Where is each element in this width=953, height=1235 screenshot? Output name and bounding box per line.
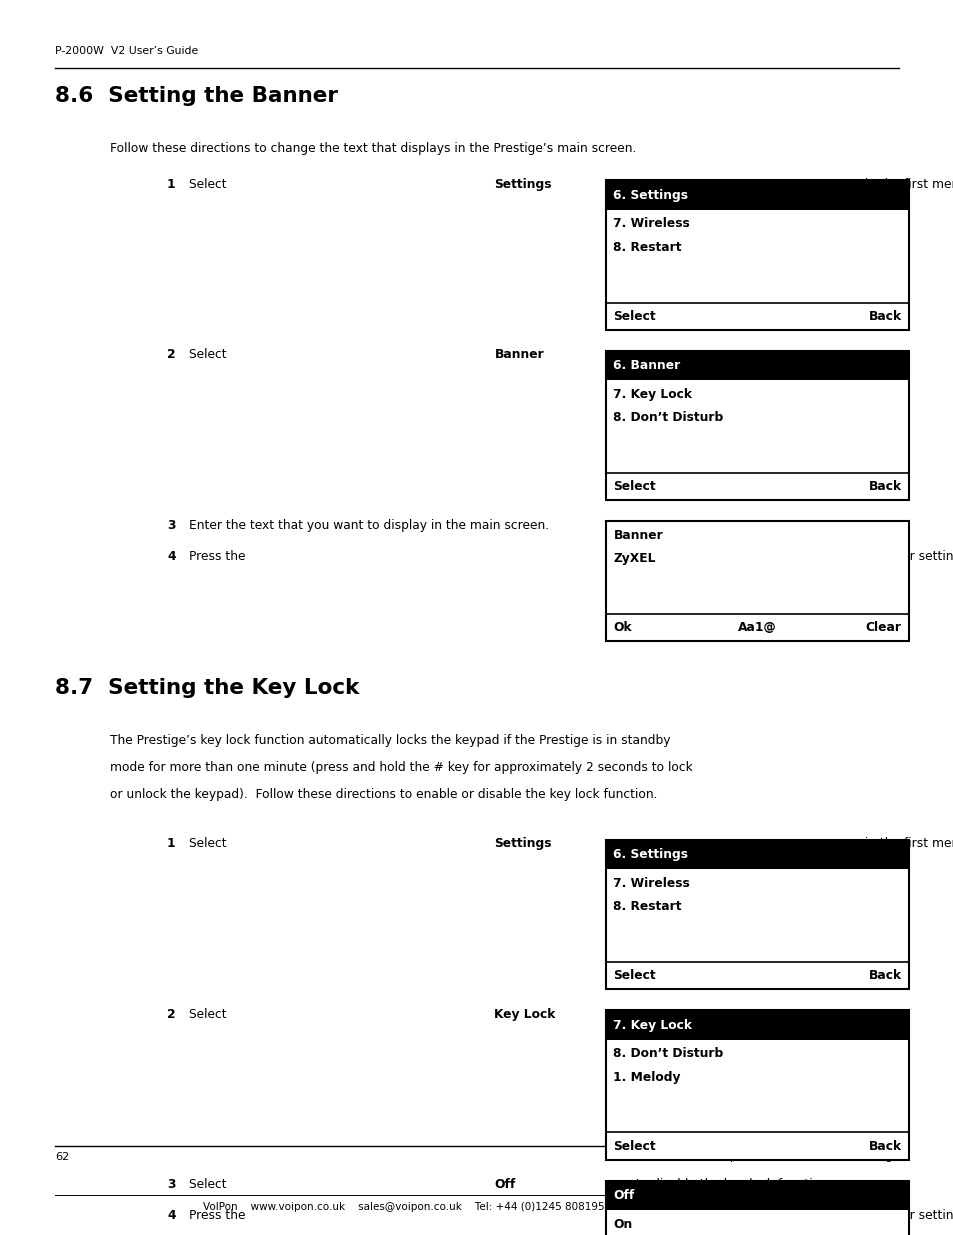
Text: Select: Select — [189, 178, 231, 191]
Bar — [605, 351, 908, 500]
Text: Back: Back — [867, 969, 901, 982]
Text: Settings: Settings — [494, 178, 552, 191]
Text: Settings: Settings — [494, 837, 552, 851]
Text: 1: 1 — [167, 837, 175, 851]
Bar — [605, 521, 908, 641]
Bar — [605, 840, 908, 989]
Text: Aa1@: Aa1@ — [738, 621, 776, 634]
Text: or unlock the keypad).  Follow these directions to enable or disable the key loc: or unlock the keypad). Follow these dire… — [110, 788, 657, 802]
Bar — [605, 840, 908, 869]
Text: 1. Melody: 1. Melody — [613, 1071, 680, 1084]
Text: 8.7  Setting the Key Lock: 8.7 Setting the Key Lock — [55, 678, 359, 698]
Text: Select: Select — [189, 348, 231, 362]
Text: mode for more than one minute (press and hold the # key for approximately 2 seco: mode for more than one minute (press and… — [110, 761, 692, 774]
Text: 7. Wireless: 7. Wireless — [613, 217, 689, 231]
Text: Key Lock: Key Lock — [494, 1008, 556, 1021]
Text: Press the: Press the — [189, 1209, 249, 1223]
Bar — [605, 180, 908, 330]
Text: Back: Back — [867, 310, 901, 322]
Text: 8. Don’t Disturb: 8. Don’t Disturb — [613, 1047, 723, 1061]
Text: Back: Back — [867, 1140, 901, 1152]
Text: Chapter 8 Miscellaneous Settings: Chapter 8 Miscellaneous Settings — [707, 1152, 898, 1162]
Text: Clear: Clear — [864, 621, 901, 634]
Text: P-2000W  V2 User’s Guide: P-2000W V2 User’s Guide — [55, 46, 198, 56]
Text: 7. Key Lock: 7. Key Lock — [613, 1019, 692, 1031]
Text: .: . — [861, 1008, 864, 1021]
Bar — [605, 180, 908, 210]
Text: 8.6  Setting the Banner: 8.6 Setting the Banner — [55, 86, 338, 106]
Text: in the first menu screen.: in the first menu screen. — [861, 178, 953, 191]
Text: Off: Off — [613, 1189, 634, 1202]
Text: Select: Select — [613, 1140, 656, 1152]
Bar — [605, 1010, 908, 1040]
Bar — [605, 1181, 908, 1235]
Text: key to save your setting.: key to save your setting. — [808, 550, 953, 563]
Text: Enter the text that you want to display in the main screen.: Enter the text that you want to display … — [189, 519, 548, 532]
Text: Ok: Ok — [613, 621, 632, 634]
Text: 7. Key Lock: 7. Key Lock — [613, 388, 692, 401]
Text: 1: 1 — [167, 178, 175, 191]
Text: 4: 4 — [167, 1209, 175, 1223]
Text: 8. Restart: 8. Restart — [613, 900, 681, 914]
Text: to disable the key lock function or: to disable the key lock function or — [631, 1178, 847, 1192]
Text: 3: 3 — [167, 519, 175, 532]
Text: Left: Left — [625, 550, 652, 563]
Text: 2: 2 — [167, 348, 175, 362]
Text: Select: Select — [613, 969, 656, 982]
Text: Select: Select — [189, 1008, 231, 1021]
Text: Select: Select — [189, 1178, 231, 1192]
Text: On: On — [613, 1218, 632, 1231]
Text: 7. Wireless: 7. Wireless — [613, 877, 689, 890]
Bar — [605, 1181, 908, 1210]
Text: Press the: Press the — [189, 550, 249, 563]
Text: The Prestige’s key lock function automatically locks the keypad if the Prestige : The Prestige’s key lock function automat… — [110, 734, 670, 747]
Text: 6. Settings: 6. Settings — [613, 189, 688, 201]
Text: ZyXEL: ZyXEL — [613, 552, 656, 566]
Text: 3: 3 — [167, 1178, 175, 1192]
Text: key to save your setting.: key to save your setting. — [808, 1209, 953, 1223]
Text: VolPon    www.voipon.co.uk    sales@voipon.co.uk    Tel: +44 (0)1245 808195    F: VolPon www.voipon.co.uk sales@voipon.co.… — [203, 1202, 750, 1212]
Bar — [605, 1010, 908, 1160]
Text: Follow these directions to change the text that displays in the Prestige’s main : Follow these directions to change the te… — [110, 142, 636, 156]
Text: Back: Back — [867, 480, 901, 493]
Text: 8. Don’t Disturb: 8. Don’t Disturb — [613, 411, 723, 425]
Text: 8. Restart: 8. Restart — [613, 241, 681, 254]
Text: Banner: Banner — [494, 348, 543, 362]
Text: 6. Banner: 6. Banner — [613, 359, 679, 372]
Text: Off: Off — [494, 1178, 516, 1192]
Text: Select: Select — [613, 480, 656, 493]
Text: Select: Select — [189, 837, 231, 851]
Text: Select: Select — [613, 310, 656, 322]
Text: Left: Left — [625, 1209, 652, 1223]
Text: in the first menu screen.: in the first menu screen. — [861, 837, 953, 851]
Text: 2: 2 — [167, 1008, 175, 1021]
Text: 62: 62 — [55, 1152, 70, 1162]
Text: 4: 4 — [167, 550, 175, 563]
Bar — [605, 351, 908, 380]
Text: Banner: Banner — [613, 529, 662, 542]
Text: 6. Settings: 6. Settings — [613, 848, 688, 861]
Text: .: . — [769, 348, 773, 362]
